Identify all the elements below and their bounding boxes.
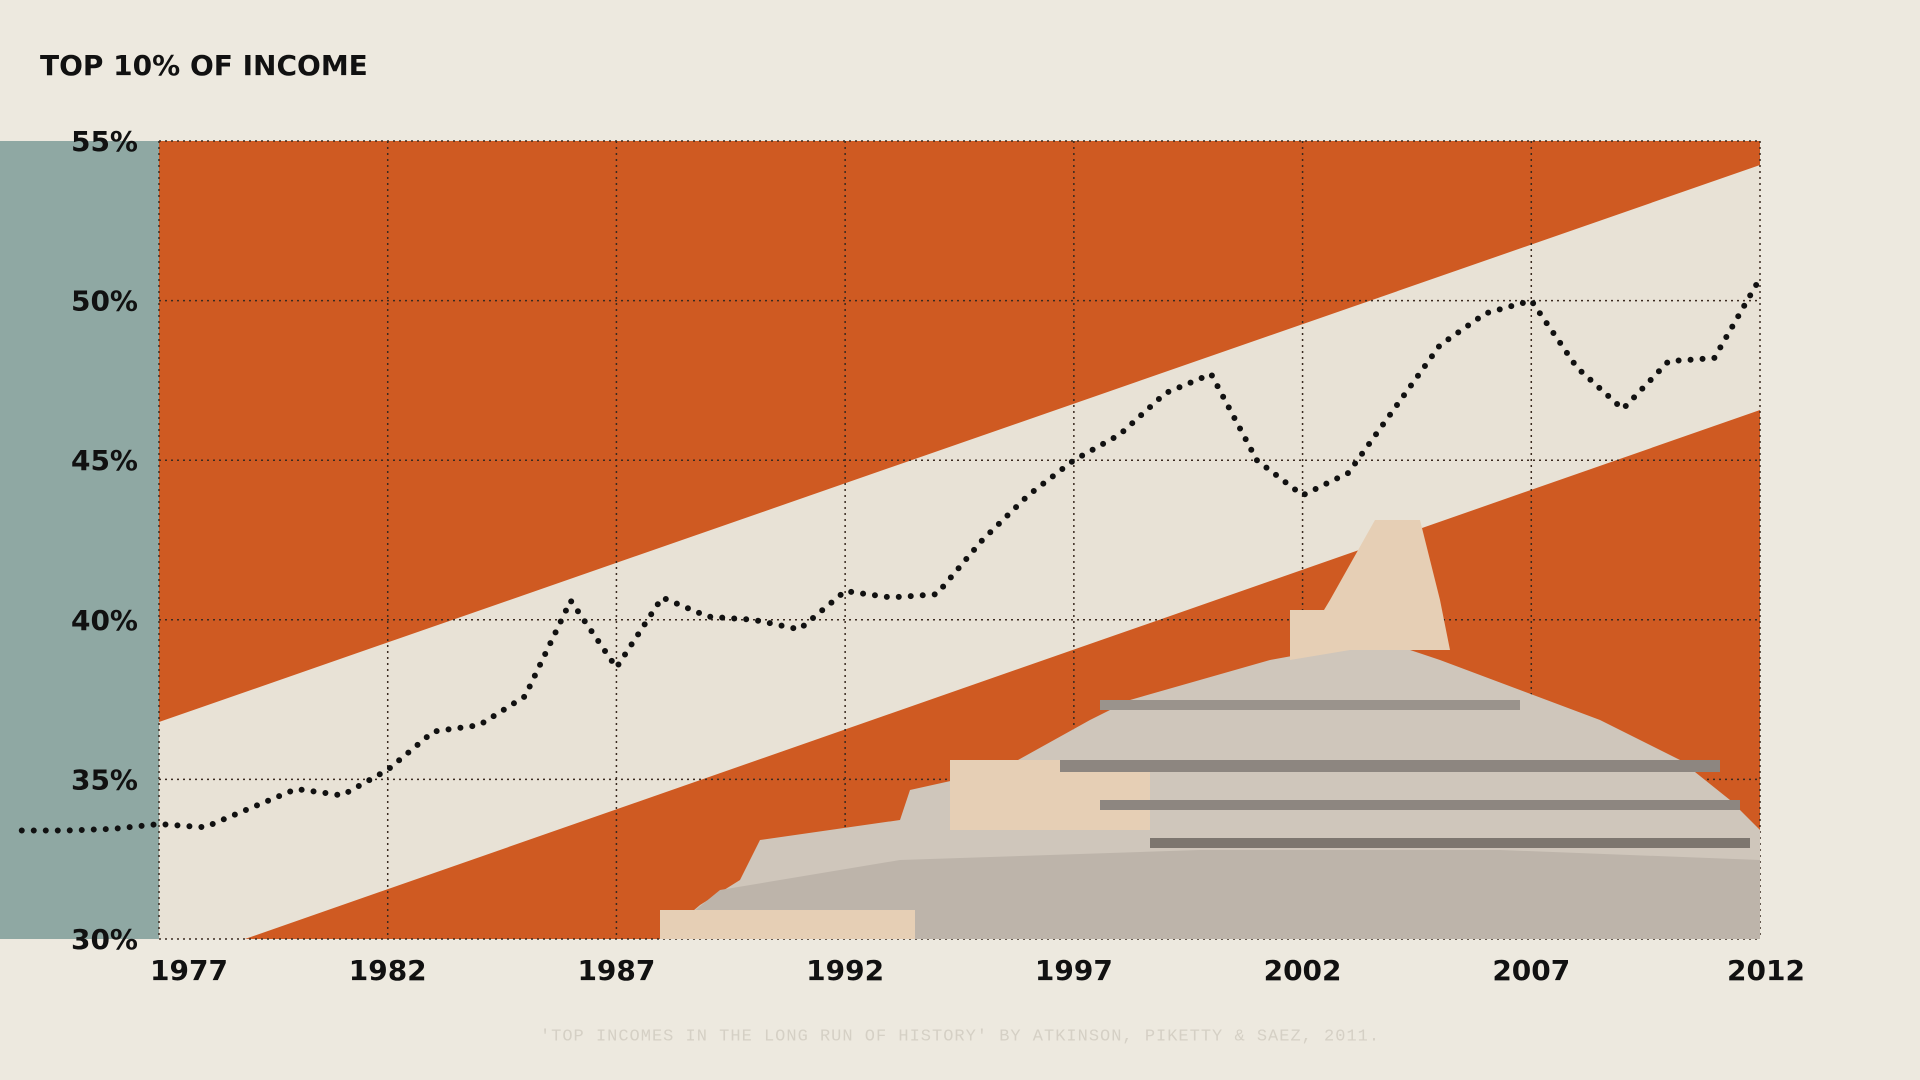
x-tick-label: 2002 [1264, 954, 1342, 987]
y-tick-label: 40% [71, 604, 138, 637]
x-tick-label: 2007 [1492, 954, 1570, 987]
y-tick-label: 55% [71, 125, 138, 158]
band [159, 165, 1760, 939]
y-tick-label: 50% [71, 285, 138, 318]
yacht [660, 520, 1760, 939]
left-panel [0, 141, 159, 939]
x-tick-label: 1992 [806, 954, 884, 987]
y-tick-label: 45% [71, 444, 138, 477]
grid [158, 140, 1761, 940]
x-tick-label: 2012 [1727, 954, 1805, 987]
x-tick-label: 1982 [349, 954, 427, 987]
y-tick-label: 30% [71, 923, 138, 956]
source: 'TOP INCOMES IN THE LONG RUN OF HISTORY'… [540, 1027, 1380, 1046]
chart-title: TOP 10% OF INCOME [40, 49, 368, 82]
y-tick-label: 35% [71, 763, 138, 796]
x-tick-label: 1987 [577, 954, 655, 987]
line-series [18, 275, 1763, 834]
x-tick-label: 1997 [1035, 954, 1113, 987]
x-tick-label: 1977 [150, 954, 228, 987]
